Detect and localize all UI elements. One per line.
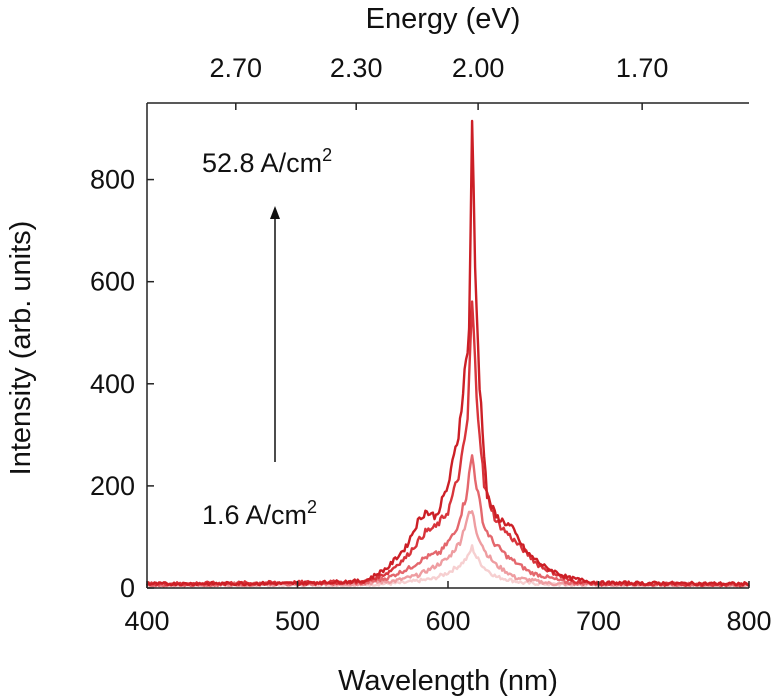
- x-tick-label: 800: [726, 606, 771, 636]
- top-tick-label: 2.30: [330, 53, 383, 83]
- y-tick-label: 200: [90, 471, 135, 501]
- x-tick-label: 600: [425, 606, 470, 636]
- y-tick-label: 400: [90, 369, 135, 399]
- low-current-label: 1.6 A/cm2: [202, 497, 317, 530]
- x-tick-label: 700: [576, 606, 621, 636]
- y-axis-title: Intensity (arb. units): [5, 221, 37, 476]
- axes-layer: 400 500 600 700 800 0 200 400 600 800 2.70 2.30 2.00…: [90, 53, 772, 636]
- y-tick-label: 600: [90, 267, 135, 297]
- y-tick-label: 800: [90, 165, 135, 195]
- top-tick-label: 1.70: [616, 53, 669, 83]
- x-tick-label: 400: [124, 606, 169, 636]
- top-axis-title: Energy (eV): [366, 3, 521, 35]
- top-tick-label: 2.70: [210, 53, 263, 83]
- high-current-label: 52.8 A/cm2: [202, 145, 332, 178]
- x-axis-title: Wavelength (nm): [338, 665, 558, 697]
- increase-arrow: [270, 206, 280, 462]
- series-line-1: [146, 544, 750, 588]
- top-tick-label: 2.00: [452, 53, 505, 83]
- x-tick-label: 500: [275, 606, 320, 636]
- y-tick-label: 0: [120, 573, 135, 603]
- series-layer: [145, 119, 751, 588]
- series-line-5: [146, 119, 750, 587]
